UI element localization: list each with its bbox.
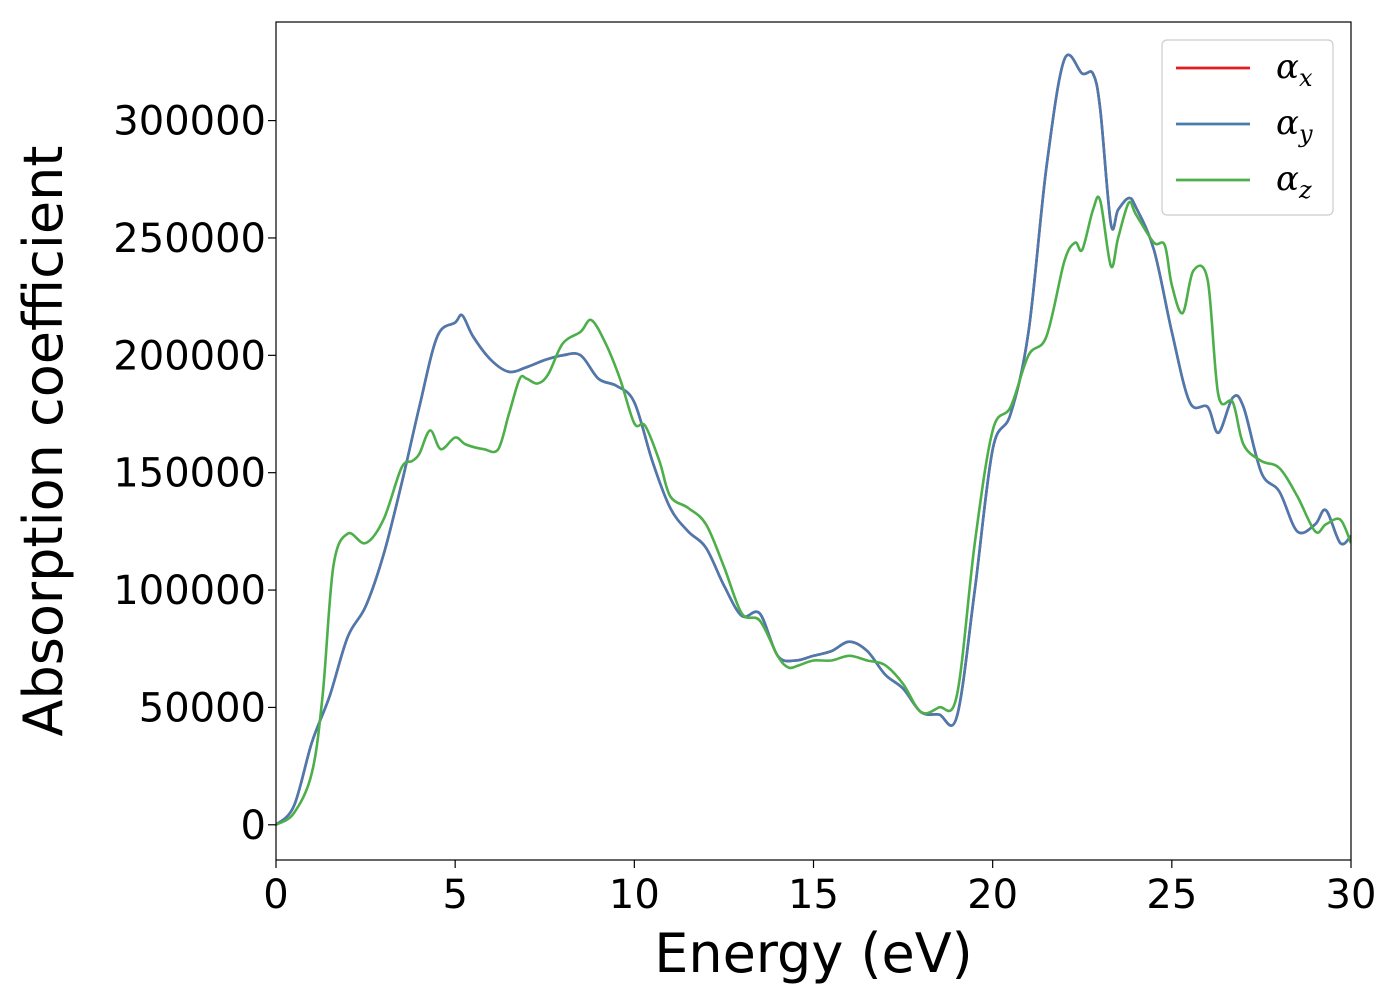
series-line-z xyxy=(276,195,1351,826)
legend: αx αy αz xyxy=(1161,39,1334,216)
series-layer xyxy=(276,53,1351,826)
legend-label-y: αy xyxy=(1276,103,1313,148)
y-tick-label: 200000 xyxy=(113,333,266,379)
y-tick-label: 150000 xyxy=(113,451,266,497)
x-axis-title: Energy (eV) xyxy=(654,922,973,985)
y-tick-label: 50000 xyxy=(139,685,266,731)
y-tick-label: 300000 xyxy=(113,99,266,145)
legend-label-z: αz xyxy=(1276,159,1312,204)
x-tick-label: 0 xyxy=(263,872,288,918)
x-tick-label: 10 xyxy=(609,872,660,918)
x-axis: 0 5 10 15 20 25 30 xyxy=(263,860,1376,918)
x-tick-label: 30 xyxy=(1326,872,1377,918)
x-tick-label: 25 xyxy=(1146,872,1197,918)
legend-label-x: αx xyxy=(1276,47,1313,92)
x-tick-label: 20 xyxy=(967,872,1018,918)
y-axis: 0 50000 100000 150000 200000 250000 300000 xyxy=(113,99,276,849)
legend-box xyxy=(1161,39,1334,216)
y-tick-label: 0 xyxy=(241,803,266,849)
y-tick-label: 250000 xyxy=(113,216,266,262)
y-axis-title: Absorption coefficient xyxy=(12,146,75,737)
x-tick-label: 15 xyxy=(788,872,839,918)
y-tick-label: 100000 xyxy=(113,568,266,614)
series-line-y xyxy=(276,53,1351,826)
x-tick-label: 5 xyxy=(442,872,467,918)
